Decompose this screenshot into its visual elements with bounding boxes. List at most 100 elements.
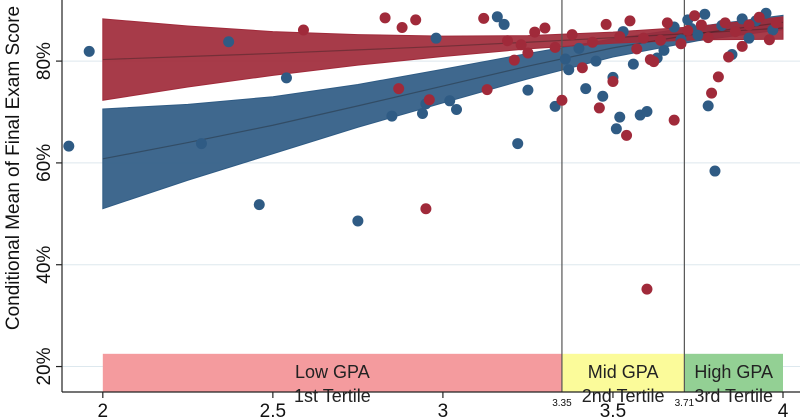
data-point-2 [593,102,605,114]
data-point-2 [600,18,612,30]
data-point-2 [641,283,653,295]
y-tick-label: 80% [34,42,55,80]
tertile-label-line1: High GPA [694,362,773,382]
data-point-1 [498,18,510,30]
data-point-2 [702,32,714,44]
data-point-1 [416,108,428,120]
tertile-label-line1: Low GPA [295,362,370,382]
data-point-2 [621,129,633,141]
data-point-1 [386,110,398,122]
data-point-1 [580,83,592,95]
x-tick-label: 4 [778,401,789,419]
fit-line-2 [102,27,784,61]
data-point-2 [539,22,551,34]
data-point-1 [627,58,639,70]
x-tick-label: 2.5 [260,401,286,419]
data-point-1 [195,138,207,150]
cutoff-label: 3.71 [675,398,695,409]
data-point-2 [607,75,619,87]
data-point-2 [566,29,578,41]
data-point-2 [502,35,514,47]
data-point-1 [563,64,575,76]
data-point-2 [420,203,432,215]
data-point-1 [63,140,75,152]
data-point-2 [753,11,765,23]
data-point-1 [223,36,235,48]
data-point-1 [658,44,670,56]
data-point-2 [379,12,391,24]
data-point-1 [451,103,463,115]
axis-ticks: 2 2.5 3 3.5 4 3.35 3.71 20% 40% 60% 80% [34,42,789,419]
data-point-2 [675,38,687,50]
data-point-1 [491,11,503,23]
data-point-1 [280,72,292,84]
tertile-band-2 [561,353,685,392]
data-point-2 [668,114,680,126]
data-point-2 [661,17,673,29]
tertile-label-line2: 1st Tertile [294,386,371,406]
data-point-1 [253,199,265,211]
data-point-2 [638,32,650,44]
data-point-1 [610,123,622,135]
data-point-1 [743,32,755,44]
data-point-2 [689,10,701,22]
data-point-2 [655,34,667,46]
data-point-2 [648,56,660,68]
data-point-2 [529,26,541,38]
data-point-1 [614,111,626,123]
confidence-bands [102,14,784,210]
data-point-2 [706,87,718,99]
data-point-1 [352,215,364,227]
data-point-2 [695,19,707,31]
data-point-1 [522,84,534,96]
y-tick-label: 60% [34,144,55,182]
data-point-1 [573,42,585,54]
data-point-2 [631,43,643,55]
data-point-2 [723,51,735,63]
tertile-label-line2: 3rd Tertile [694,386,773,406]
data-point-2 [508,54,520,66]
tertile-label-line1: Mid GPA [588,362,659,382]
x-tick-label: 3.5 [600,401,626,419]
confidence-band-2 [102,16,784,101]
data-point-2 [481,84,493,96]
data-point-2 [549,41,561,53]
data-point-2 [522,47,534,59]
cutoff-label: 3.35 [552,398,572,409]
data-point-2 [624,15,636,27]
tertile-label-line2: 2nd Tertile [582,386,665,406]
data-point-2 [736,40,748,52]
data-point-1 [559,53,571,65]
x-tick-label: 2 [98,401,109,419]
data-points [63,7,782,295]
y-tick-label: 20% [34,347,55,385]
data-point-2 [393,83,405,95]
y-tick-label: 40% [34,246,55,284]
data-point-2 [515,39,527,51]
data-point-2 [763,34,775,46]
data-point-2 [478,12,490,24]
data-point-2 [556,94,568,106]
data-point-2 [410,14,422,26]
data-point-1 [444,95,456,107]
fit-lines [102,21,784,160]
data-point-2 [297,24,309,36]
data-point-2 [729,26,741,38]
data-point-2 [712,71,724,83]
data-point-2 [576,62,588,74]
data-point-2 [396,21,408,33]
data-point-1 [709,165,721,177]
data-point-2 [770,17,782,29]
y-axis-title: Conditional Mean of Final Exam Score [3,6,24,330]
data-point-1 [430,32,442,44]
data-point-2 [614,31,626,43]
data-point-2 [743,19,755,31]
axes [61,0,800,393]
data-point-1 [641,105,653,117]
data-point-1 [590,55,602,67]
data-point-2 [719,17,731,29]
data-point-1 [512,138,524,150]
tertile-band-1 [102,353,562,392]
data-point-1 [692,29,704,41]
